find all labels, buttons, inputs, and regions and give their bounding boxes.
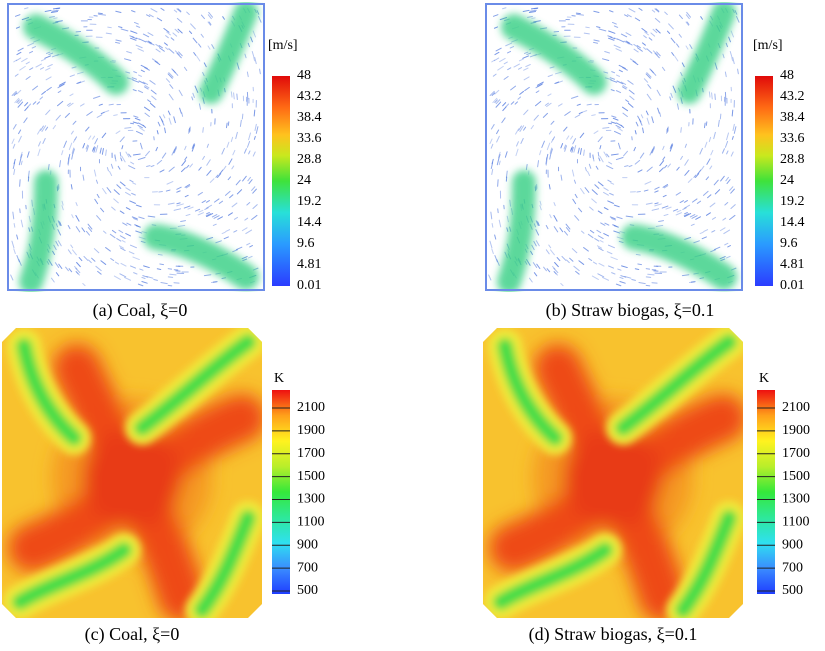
- colorbar-tick-label: 38.4: [297, 110, 322, 125]
- colorbar-tick-label: 43.2: [780, 89, 805, 104]
- colorbar-tick-label: 1100: [297, 515, 324, 530]
- colorbar-tick-label: 0.01: [297, 278, 322, 293]
- colorbar: [757, 390, 775, 594]
- colorbar: [272, 76, 290, 286]
- colorbar-tick-label: 19.2: [780, 194, 805, 209]
- panel: K 2100 1900 1700 1500 1300 1100 900 700 500 (c) Co…: [85, 371, 325, 645]
- colorbar-tick-label: 24: [297, 173, 311, 188]
- temperature-field: [2, 328, 262, 618]
- temperature-field: [483, 328, 743, 618]
- colorbar-tick-label: 48: [297, 68, 311, 83]
- colorbar-tick-label: 48: [780, 68, 794, 83]
- colorbar-tick-label: 14.4: [297, 215, 322, 230]
- colorbar-tick-label: 33.6: [780, 131, 805, 146]
- colorbar-tick-label: 700: [782, 560, 803, 575]
- caption: (d) Straw biogas, ξ=0.1: [529, 624, 698, 645]
- colorbar-tick-label: 9.6: [780, 236, 798, 251]
- colorbar-tick-label: 4.81: [297, 257, 322, 272]
- colorbar-unit: K: [759, 371, 769, 386]
- colorbar-tick-label: 1500: [297, 469, 325, 484]
- colorbar-tick-label: 1700: [782, 446, 810, 461]
- panel: [m/s] 48 43.2 38.4 33.6 28.8 24 19.2 14.4 9.6 4.81…: [546, 38, 805, 321]
- velocity-field: [486, 4, 742, 290]
- caption: (b) Straw biogas, ξ=0.1: [546, 300, 715, 321]
- colorbar-unit: [m/s]: [753, 38, 783, 53]
- colorbar-tick-label: 700: [297, 560, 318, 575]
- colorbar-tick-label: 28.8: [780, 152, 805, 167]
- colorbar-tick-label: 1500: [782, 469, 810, 484]
- colorbar-tick-label: 1300: [297, 492, 325, 507]
- colorbar-unit: [m/s]: [268, 38, 298, 53]
- colorbar-tick-label: 0.01: [780, 278, 805, 293]
- colorbar-tick-label: 1700: [297, 446, 325, 461]
- colorbar-tick-label: 19.2: [297, 194, 322, 209]
- colorbar-tick-label: 900: [297, 537, 318, 552]
- colorbar-tick-label: 33.6: [297, 131, 322, 146]
- colorbar-tick-label: 2100: [297, 400, 325, 415]
- panel: [m/s] 48 43.2 38.4 33.6 28.8 24 19.2 14.4 9.6 4.81…: [93, 38, 322, 321]
- colorbar-tick-label: 1100: [782, 515, 809, 530]
- colorbar-unit: K: [274, 371, 284, 386]
- colorbar-tick-label: 1300: [782, 492, 810, 507]
- colorbar: [272, 390, 290, 594]
- colorbar: [755, 76, 773, 286]
- colorbar-tick-label: 1900: [297, 423, 325, 438]
- velocity-field: [8, 4, 264, 290]
- colorbar-tick-label: 4.81: [780, 257, 805, 272]
- colorbar-tick-label: 2100: [782, 400, 810, 415]
- caption: (a) Coal, ξ=0: [93, 300, 188, 321]
- colorbar-tick-label: 14.4: [780, 215, 805, 230]
- colorbar-tick-label: 9.6: [297, 236, 315, 251]
- colorbar-tick-label: 900: [782, 537, 803, 552]
- caption: (c) Coal, ξ=0: [85, 624, 180, 645]
- colorbar-tick-label: 500: [297, 583, 318, 598]
- colorbar-tick-label: 28.8: [297, 152, 322, 167]
- colorbar-tick-label: 1900: [782, 423, 810, 438]
- colorbar-tick-label: 43.2: [297, 89, 322, 104]
- colorbar-tick-label: 500: [782, 583, 803, 598]
- colorbar-tick-label: 24: [780, 173, 794, 188]
- colorbar-tick-label: 38.4: [780, 110, 805, 125]
- panel: K 2100 1900 1700 1500 1300 1100 900 700 500 (d) St…: [529, 371, 810, 645]
